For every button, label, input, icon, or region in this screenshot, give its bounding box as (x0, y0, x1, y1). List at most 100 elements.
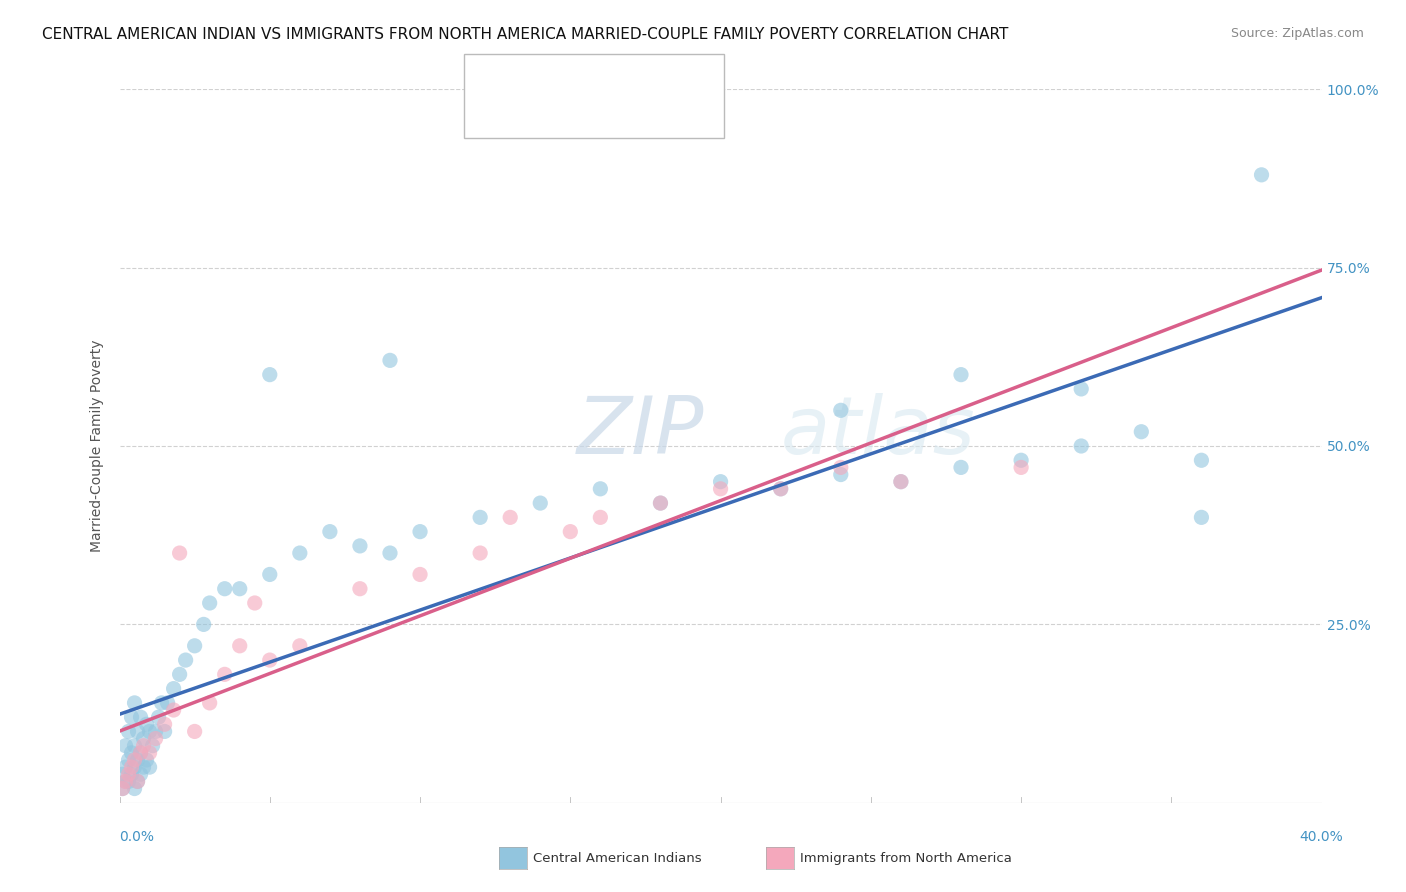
Text: Source: ZipAtlas.com: Source: ZipAtlas.com (1230, 27, 1364, 40)
Point (150, 696, 173, 710)
Point (111, 781, 134, 796)
Text: Central American Indians: Central American Indians (533, 852, 702, 864)
Point (127, 724, 149, 739)
Point (349, 539, 371, 553)
Point (1189, 510, 1212, 524)
Point (1070, 439, 1092, 453)
Point (1250, 168, 1272, 182)
Point (830, 467, 852, 482)
Text: N = 32: N = 32 (624, 105, 686, 123)
Point (138, 746, 160, 760)
Point (124, 753, 146, 767)
Point (1010, 460, 1032, 475)
Point (1189, 453, 1212, 467)
Point (198, 696, 221, 710)
Point (243, 596, 266, 610)
Point (378, 546, 401, 560)
Text: atlas: atlas (780, 392, 976, 471)
Point (214, 667, 236, 681)
Point (129, 746, 152, 760)
Point (319, 524, 342, 539)
Point (560, 524, 582, 539)
Point (499, 510, 522, 524)
Point (142, 739, 165, 753)
Point (214, 582, 236, 596)
Point (890, 475, 912, 489)
Point (148, 710, 170, 724)
Point (709, 475, 731, 489)
Point (349, 582, 371, 596)
Point (183, 639, 205, 653)
Point (169, 667, 191, 681)
Point (228, 582, 252, 596)
Point (121, 767, 143, 781)
Point (162, 681, 184, 696)
Point (1130, 425, 1153, 439)
Point (288, 639, 311, 653)
Point (174, 653, 197, 667)
Point (650, 496, 672, 510)
Point (1070, 382, 1092, 396)
Point (121, 746, 143, 760)
Point (121, 760, 143, 774)
Point (129, 767, 152, 781)
Point (288, 546, 311, 560)
Point (111, 781, 134, 796)
Point (950, 368, 973, 382)
Text: R = 0.573: R = 0.573 (523, 69, 614, 87)
Point (169, 546, 191, 560)
Point (769, 482, 792, 496)
Point (183, 724, 205, 739)
Text: R = 0.558: R = 0.558 (523, 105, 613, 123)
Point (117, 774, 139, 789)
Point (132, 739, 155, 753)
Point (114, 739, 136, 753)
Point (114, 774, 136, 789)
Point (468, 546, 492, 560)
Text: N = 67: N = 67 (624, 69, 686, 87)
Point (769, 482, 792, 496)
Point (198, 596, 221, 610)
Point (228, 639, 252, 653)
Text: 0.0%: 0.0% (120, 830, 155, 844)
Point (124, 739, 146, 753)
Point (111, 767, 134, 781)
Point (127, 774, 149, 789)
Point (127, 774, 149, 789)
Point (378, 353, 401, 368)
Point (259, 653, 281, 667)
Point (259, 368, 281, 382)
Point (145, 724, 167, 739)
Point (124, 696, 146, 710)
Point (138, 724, 160, 739)
Point (153, 717, 176, 731)
Point (129, 746, 152, 760)
Point (709, 482, 731, 496)
Point (117, 753, 139, 767)
Point (193, 617, 215, 632)
Point (529, 496, 551, 510)
Point (589, 510, 612, 524)
Text: Immigrants from North America: Immigrants from North America (800, 852, 1012, 864)
Y-axis label: Married-Couple Family Poverty: Married-Couple Family Poverty (90, 340, 104, 552)
Point (129, 710, 152, 724)
Point (132, 731, 155, 746)
Text: CENTRAL AMERICAN INDIAN VS IMMIGRANTS FROM NORTH AMERICA MARRIED-COUPLE FAMILY P: CENTRAL AMERICAN INDIAN VS IMMIGRANTS FR… (42, 27, 1008, 42)
Point (138, 760, 160, 774)
Point (114, 760, 136, 774)
Point (259, 567, 281, 582)
Point (153, 724, 176, 739)
Point (132, 760, 155, 774)
Point (117, 724, 139, 739)
Point (950, 460, 973, 475)
Point (650, 496, 672, 510)
Point (409, 524, 432, 539)
Point (117, 767, 139, 781)
Point (124, 781, 146, 796)
Point (135, 753, 157, 767)
Point (114, 774, 136, 789)
Point (890, 475, 912, 489)
Point (468, 510, 492, 524)
Point (162, 703, 184, 717)
Point (589, 482, 612, 496)
